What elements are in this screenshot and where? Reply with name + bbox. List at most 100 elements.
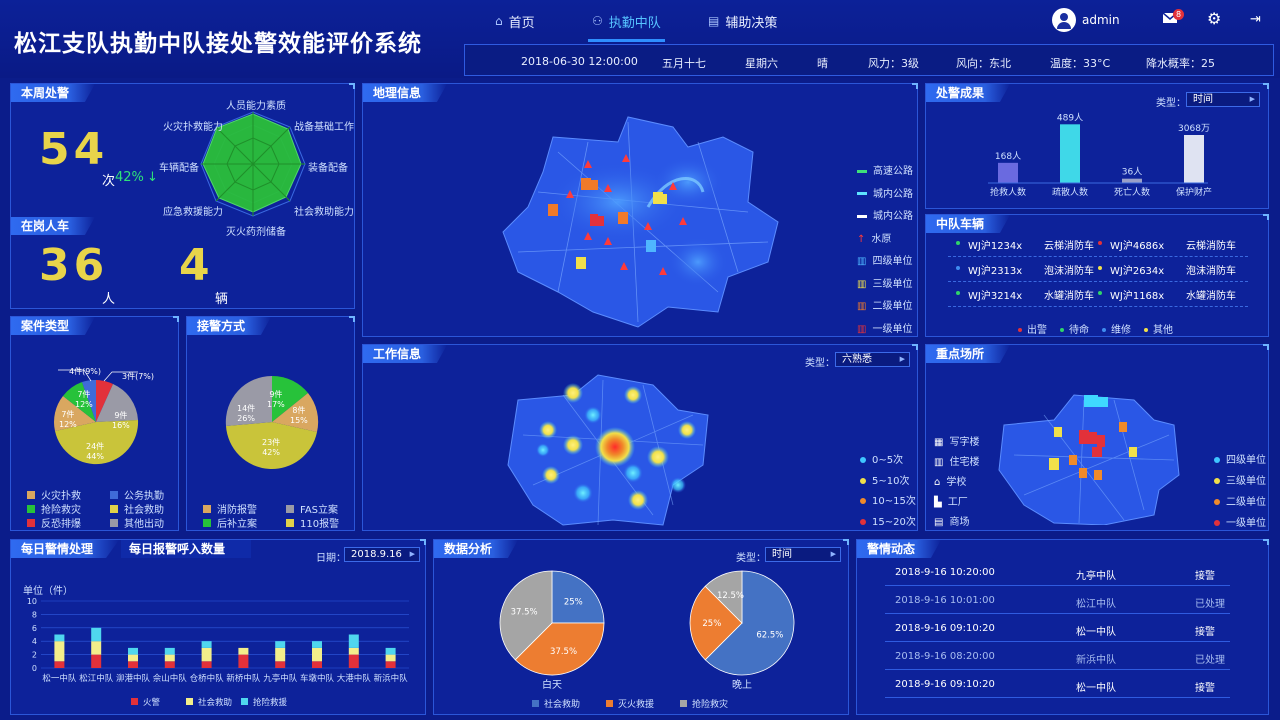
result-bar-name: 保护财产 xyxy=(1176,186,1212,198)
panel-corner-accent xyxy=(349,316,355,322)
result-bar-name: 疏散人数 xyxy=(1052,186,1088,198)
daily-title[interactable]: 每日警情处理 xyxy=(11,540,120,558)
analysis-type-select[interactable]: 时间 xyxy=(765,547,841,562)
alert-row[interactable]: 2018-9-16 09:10:20 松一中队 接警 xyxy=(885,618,1230,642)
tab-daily-calls[interactable]: 每日报警呼入数量 xyxy=(121,540,252,558)
alert-status: 已处理 xyxy=(1195,599,1225,610)
vehicle-row: WJ沪3214x 水罐消防车 WJ沪1168x 水罐消防车 xyxy=(948,285,1248,307)
daily-date-select[interactable]: 2018.9.16 xyxy=(344,547,420,562)
nav-home[interactable]: ⌂ 首页 xyxy=(495,0,535,42)
key-places-map xyxy=(998,394,1180,525)
geo-panel: 地理信息 高速公路 城内公路 城内公路 ↑ 水原 ▥ 四级单位 ▥ 三级单位 ▥ 二级单位 ▥ 一 xyxy=(362,83,918,337)
pie-label: 7件 12% xyxy=(59,410,77,429)
geo-legend-item: 城内公路 xyxy=(857,207,913,222)
work-type-select[interactable]: 六熟悉 xyxy=(835,352,910,367)
gear-icon[interactable]: ⚙ xyxy=(1207,9,1222,28)
vehicle-legend-item: 待命 xyxy=(1060,321,1089,336)
alert-row[interactable]: 2018-9-16 10:20:00 九亭中队 接警 xyxy=(885,562,1230,586)
vehicle-plate[interactable]: WJ沪1234x xyxy=(968,241,1023,252)
radar-label: 社会救助能力 xyxy=(294,207,354,218)
status-dot xyxy=(956,291,960,295)
alert-row[interactable]: 2018-9-16 10:01:00 松江中队 已处理 xyxy=(885,590,1230,614)
alert-row[interactable]: 2018-9-16 08:20:00 新浜中队 已处理 xyxy=(885,646,1230,670)
avatar-icon[interactable] xyxy=(1052,8,1076,32)
y-tick-label: 4 xyxy=(32,637,37,646)
geo-legend-item: ▥ 二级单位 xyxy=(857,301,913,312)
work-heatmap xyxy=(507,374,709,526)
bar-segment-抢险救援 xyxy=(128,647,138,655)
vehicle-plate[interactable]: WJ沪4686x xyxy=(1110,241,1165,252)
logout-icon[interactable]: ⇥ xyxy=(1250,12,1261,27)
place-type-item: ▤ 商场 xyxy=(934,517,970,528)
vehicle-plate[interactable]: WJ沪3214x xyxy=(968,291,1023,302)
vehicle-type: 泡沫消防车 xyxy=(1186,266,1236,277)
weekly-pct: 42% xyxy=(115,170,144,185)
pie-label: 62.5% xyxy=(756,631,783,641)
nav-decision[interactable]: ▤ 辅助决策 xyxy=(708,0,777,42)
pie-label: 25% xyxy=(564,598,583,608)
alerts-panel: 警情动态 2018-9-16 10:20:00 九亭中队 接警 2018-9-16 1… xyxy=(856,539,1269,715)
radar-label: 火灾扑救能力 xyxy=(163,122,223,133)
legend-label: 抢险救援 xyxy=(253,697,288,708)
building-icon: ▥ xyxy=(857,301,867,312)
x-tick-label: 大港中队 xyxy=(337,673,372,684)
daily-panel: 每日警情处理 每日报警呼入数量 日期： 2018.9.16 单位（件） 0 2 4 6… xyxy=(10,539,426,715)
bar-segment-抢险救援 xyxy=(348,634,359,648)
status-dot xyxy=(1098,266,1102,270)
legend-label: 火警 xyxy=(143,697,161,708)
bar-segment-抢险救援 xyxy=(164,647,175,655)
x-tick-label: 佘山中队 xyxy=(153,673,188,684)
radar-label: 灭火药剂储备 xyxy=(226,227,286,238)
bar-segment-火警 xyxy=(348,654,359,668)
pie-label: 9件 17% xyxy=(267,390,285,409)
pie-slice xyxy=(704,570,743,624)
legend-item: 抢险救灾 xyxy=(27,501,81,516)
legend-swatch xyxy=(680,700,687,707)
result-type-select[interactable]: 时间 xyxy=(1186,92,1260,107)
y-tick-label: 10 xyxy=(27,597,37,606)
bar-segment-抢险救援 xyxy=(275,641,286,648)
bar-segment-社会救助 xyxy=(54,641,65,662)
mall-icon: ▤ xyxy=(934,517,944,528)
bar-segment-社会救助 xyxy=(201,647,212,662)
panel-corner-accent xyxy=(1263,214,1269,220)
nav-duty-squad-label: 执勤中队 xyxy=(608,15,661,31)
key-places-panel: 重点场所 ▦ 写字楼 ▥ 住宅楼 ⌂ 学校 ▙ 工厂 ▤ 商场 四级单位 三级单位 二级单位 一级单位 xyxy=(925,344,1269,531)
down-arrow-icon: ↓ xyxy=(147,170,158,185)
bar-segment-社会救助 xyxy=(91,641,102,655)
username[interactable]: admin xyxy=(1082,13,1120,27)
geo-legend-item: ↑ 水原 xyxy=(857,233,892,245)
pie-label: 9件 16% xyxy=(112,411,130,430)
heat-legend-item: 10~15次 xyxy=(860,492,916,507)
vehicle-plate[interactable]: WJ沪2313x xyxy=(968,266,1023,277)
pie-label: 37.5% xyxy=(511,607,538,617)
vehicle-plate[interactable]: WJ沪2634x xyxy=(1110,266,1165,277)
bar-segment-火警 xyxy=(54,661,65,668)
info-lunar: 五月十七 xyxy=(662,57,706,70)
alert-time: 2018-9-16 08:20:00 xyxy=(895,651,995,662)
y-tick-label: 6 xyxy=(32,624,37,633)
heat-legend-item: 0~5次 xyxy=(860,451,903,466)
status-dot xyxy=(956,266,960,270)
nav-duty-squad[interactable]: ⚇ 执勤中队 xyxy=(588,0,665,42)
pie-slice xyxy=(514,622,605,676)
result-bar xyxy=(998,162,1018,183)
radar-label: 战备基础工作 xyxy=(294,122,354,133)
pie-label: 7件 12% xyxy=(75,390,93,409)
app-title: 松江支队执勤中队接处警效能评价系统 xyxy=(14,31,422,57)
daily-bar-chart: 0 2 4 6 8 10 松一中队 松江中队 泖港中队 佘山中队 仓桥中队 新桥中队 九亭中队 车墩中队大… xyxy=(27,597,409,708)
place-type-item: ▙ 工厂 xyxy=(934,497,968,508)
alert-row[interactable]: 2018-9-16 09:10:20 松一中队 接警 xyxy=(885,674,1230,698)
case-type-pie xyxy=(54,369,139,465)
legend-item: 其他出动 xyxy=(110,515,164,530)
alerts-title: 警情动态 xyxy=(857,540,942,558)
info-weekday: 星期六 xyxy=(745,57,778,70)
panel-corner-accent xyxy=(1263,539,1269,545)
bar-segment-社会救助 xyxy=(385,654,396,662)
legend-dot xyxy=(860,498,866,504)
alarm-mode-pie xyxy=(225,375,319,469)
vehicle-plate[interactable]: WJ沪1168x xyxy=(1110,291,1165,302)
alert-unit: 松江中队 xyxy=(1076,599,1116,610)
legend-label: 灭火救援 xyxy=(618,698,654,710)
